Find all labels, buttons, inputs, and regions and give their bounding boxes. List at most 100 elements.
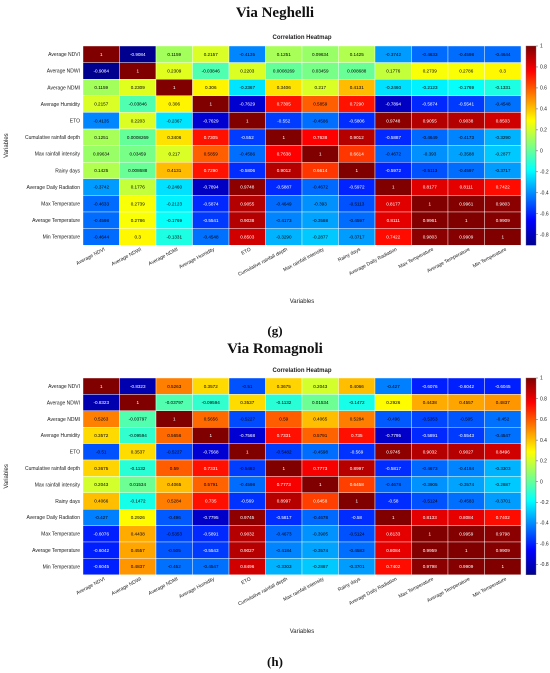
cell-value-label: -0.552 — [277, 118, 290, 123]
cell-value-label: -0.6045 — [495, 384, 511, 389]
cell-value-label: 0.1159 — [94, 85, 108, 90]
cell-value-label: -0.4548 — [203, 235, 219, 240]
cell-value-label: -0.2877 — [495, 152, 511, 157]
y-tick-label-average-temperature: Average Temperature — [32, 218, 80, 224]
y-axis-title: Variables — [4, 133, 10, 158]
cell-value-label: 0.4065 — [167, 482, 181, 487]
y-tick-label-eto: ETO — [70, 450, 80, 456]
cell-value-label: -0.2877 — [312, 235, 328, 240]
cell-value-label: -0.2367 — [166, 118, 182, 123]
cell-value-label: 0.7773 — [277, 482, 291, 487]
cell-value-label: 0.7331 — [277, 433, 291, 438]
cell-value-label: 0.9909 — [496, 548, 510, 553]
cell-value-label: -0.4547 — [495, 433, 511, 438]
cell-value-label: 0.5656 — [167, 433, 181, 438]
cell-value-label: 0.3675 — [277, 384, 291, 389]
cell-value-label: 0.4065 — [313, 417, 327, 422]
cell-value-label: -0.5541 — [458, 102, 474, 107]
cell-value-label: 0.8133 — [386, 531, 400, 536]
cell-value-label: -0.3588 — [458, 152, 474, 157]
cell-value-label: -0.5972 — [349, 185, 365, 190]
colorbar-tick-label: -0.2 — [540, 170, 549, 176]
cell-value-label: -0.1331 — [495, 85, 511, 90]
cell-value-label: -0.8323 — [130, 384, 146, 389]
y-tick-label-min-temperature: Min Temperature — [43, 564, 81, 570]
colorbar-tick-label: -0.6 — [540, 541, 549, 547]
cell-value-label: 0.9055 — [423, 118, 437, 123]
cell-value-label: 0.7290 — [204, 168, 218, 173]
cell-value-label: -0.6042 — [93, 548, 109, 553]
cell-value-label: 0.7422 — [496, 185, 510, 190]
y-tick-label-average-ndvi: Average NDVI — [48, 384, 80, 390]
colorbar-tick-label: 0.8 — [540, 396, 547, 402]
cell-value-label: 1 — [173, 85, 176, 90]
cell-value-label: 0.9027 — [459, 449, 473, 454]
cell-value-label: -0.3742 — [93, 185, 109, 190]
cell-value-label: 0.9748 — [386, 118, 400, 123]
cell-value-label: 1 — [209, 433, 212, 438]
cell-value-label: 0.1425 — [94, 168, 108, 173]
cell-value-label: -0.7894 — [203, 185, 219, 190]
cell-value-label: 0.9055 — [240, 201, 254, 206]
cell-value-label: -0.3290 — [276, 235, 292, 240]
cell-value-label: -0.3905 — [422, 482, 438, 487]
x-tick-label-rainy-days: Rainy days — [337, 246, 362, 263]
cell-value-label: 0.3 — [500, 69, 507, 74]
cell-value-label: 0.306 — [205, 85, 217, 90]
colorbar-tick-label: 0.4 — [540, 107, 547, 113]
cell-value-label: -0.03797 — [165, 400, 184, 405]
cell-value-label: -0.7568 — [239, 433, 255, 438]
cell-value-label: -0.6076 — [422, 384, 438, 389]
cell-value-label: -0.4583 — [458, 499, 474, 504]
cell-value-label: 0.6458 — [350, 482, 364, 487]
cell-value-label: 0.3675 — [94, 466, 108, 471]
cell-value-label: 0.6614 — [313, 168, 327, 173]
cell-value-label: -0.5887 — [276, 185, 292, 190]
y-tick-label-average-ndvi: Average NDVI — [48, 52, 80, 58]
cell-value-label: 0.4837 — [496, 400, 510, 405]
cell-value-label: 0.9745 — [240, 515, 254, 520]
cell-value-label: 0.8503 — [240, 235, 254, 240]
cell-value-label: 0.4066 — [350, 384, 364, 389]
cell-value-label: -0.2123 — [422, 85, 438, 90]
cell-value-label: 0.8111 — [387, 218, 401, 223]
x-axis-title: Variables — [290, 629, 315, 635]
cell-value-label: -0.4548 — [495, 102, 511, 107]
cell-value-label: -0.5541 — [203, 218, 219, 223]
cell-value-label: 0.2926 — [131, 515, 145, 520]
cell-value-label: 0.5656 — [204, 417, 218, 422]
cell-value-label: -0.5806 — [349, 118, 365, 123]
cell-value-label: -0.4598 — [312, 449, 328, 454]
cell-value-label: -0.2123 — [166, 201, 182, 206]
cell-value-label: 0.9012 — [277, 168, 291, 173]
cell-value-label: 1 — [319, 482, 322, 487]
colorbar — [525, 377, 537, 576]
cell-value-label: 0.4837 — [131, 564, 145, 569]
cell-value-label: -0.3701 — [349, 564, 365, 569]
cell-value-label: 0.59 — [170, 466, 179, 471]
cell-value-label: 1 — [392, 515, 395, 520]
cell-value-label: 0.1776 — [131, 185, 145, 190]
cell-value-label: -0.5227 — [166, 449, 182, 454]
cell-value-label: 0.306 — [169, 102, 181, 107]
cell-value-label: 0.2739 — [131, 201, 145, 206]
y-tick-label-average-ndwi: Average NDWI — [47, 400, 80, 406]
cell-value-label: 0.6458 — [313, 499, 327, 504]
x-axis-title: Variables — [290, 299, 315, 305]
cell-value-label: -0.452 — [168, 564, 181, 569]
cell-value-label: -0.3701 — [495, 499, 511, 504]
cell-value-label: -0.7629 — [203, 118, 219, 123]
cell-value-label: 0.9909 — [496, 218, 510, 223]
cell-value-label: 0.3572 — [94, 433, 108, 438]
cell-value-label: -0.6076 — [93, 531, 109, 536]
cell-value-label: 0.008688 — [128, 168, 148, 173]
cell-value-label: -0.3574 — [458, 482, 474, 487]
cell-value-label: -0.427 — [95, 515, 108, 520]
cell-value-label: -0.7568 — [203, 449, 219, 454]
cell-value-label: -0.5482 — [239, 466, 255, 471]
cell-value-label: 0.5263 — [167, 384, 181, 389]
heatmap-cell-r11-c11 — [484, 228, 522, 246]
cell-value-label: -0.5482 — [276, 449, 292, 454]
cell-value-label: 0.3406 — [277, 85, 291, 90]
correlation-heatmap-via-neghelli: Correlation Heatmap 1 -0.9084 0.1159 0.2157 -… — [4, 35, 549, 305]
